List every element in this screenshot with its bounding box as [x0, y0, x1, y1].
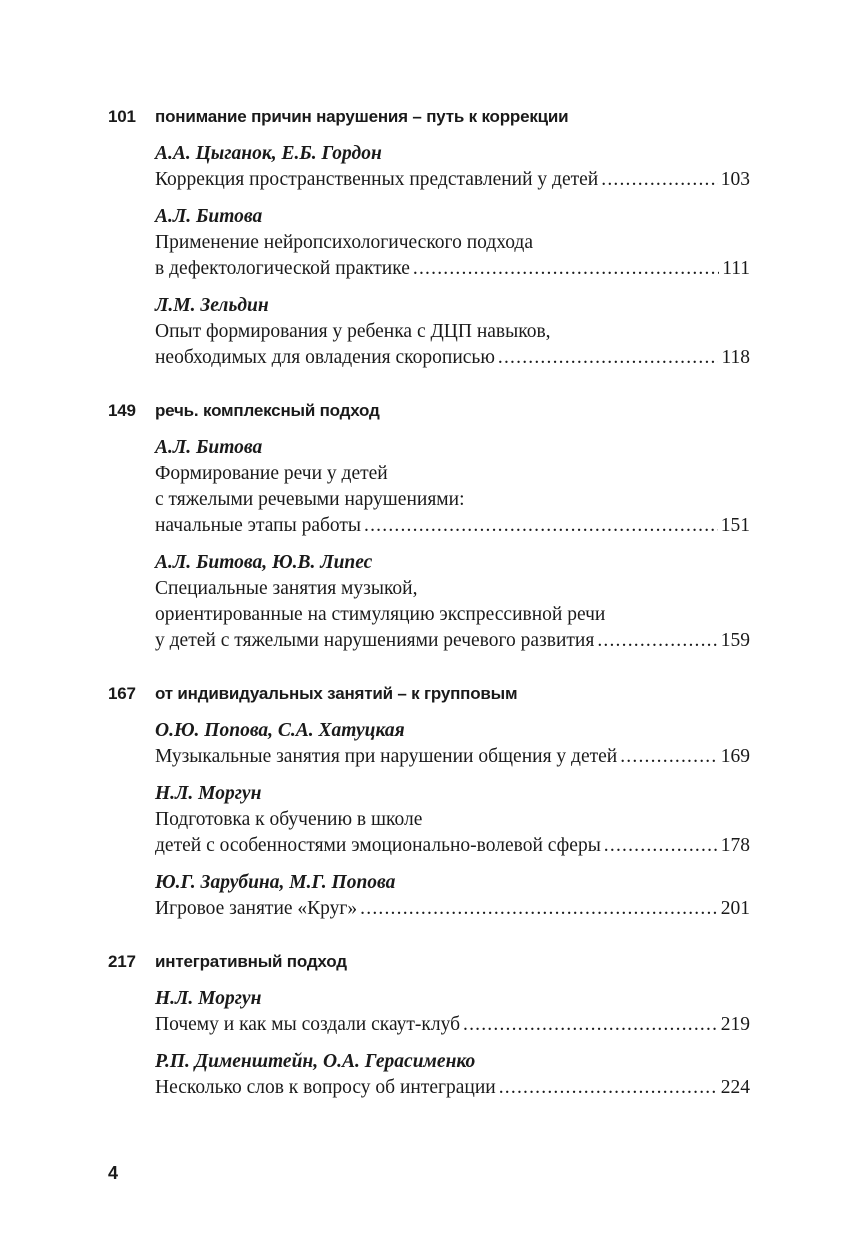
entry-title-text: Несколько слов к вопросу об интеграции [155, 1077, 496, 1098]
entry-authors: Н.Л. Моргун [155, 783, 262, 804]
toc-entry[interactable]: А.Л. Битова, Ю.В. Липес Специальные занят… [155, 550, 750, 654]
entry-title-line: Подготовка к обучению в школе [155, 809, 423, 830]
entry-title-last-line: начальные этапы работы 151 [155, 513, 750, 539]
entry-authors: О.Ю. Попова, С.А. Хатуцкая [155, 720, 405, 741]
entry-page-number: 201 [720, 898, 750, 919]
entry-title-text: Коррекция пространственных представлений… [155, 169, 599, 190]
entry-page-number: 178 [720, 835, 750, 856]
entry-authors: Л.М. Зельдин [155, 295, 269, 316]
entry-title-last-line: Несколько слов к вопросу об интеграции 22… [155, 1075, 750, 1101]
entry-title-line: с тяжелыми речевыми нарушениями: [155, 489, 465, 510]
toc-entry[interactable]: А.Л. Битова Применение нейропсихологическ… [155, 204, 750, 282]
toc-entry[interactable]: А.Л. Битова Формирование речи у детей с тя… [155, 435, 750, 539]
entry-title-line: Формирование речи у детей [155, 463, 388, 484]
section-title: от индивидуальных занятий – к групповым [155, 684, 518, 703]
entry-title-last-line: необходимых для овладения скорописью 118 [155, 345, 750, 371]
dot-leader [364, 513, 718, 539]
section-page-number: 217 [108, 952, 136, 971]
dot-leader [360, 896, 718, 922]
toc-section: 167 от индивидуальных занятий – к группов… [108, 681, 750, 922]
section-title: интегративный подход [155, 952, 347, 971]
entry-page-number: 118 [721, 347, 750, 368]
entry-title-last-line: Музыкальные занятия при нарушении общени… [155, 744, 750, 770]
entry-page-number: 151 [720, 515, 750, 536]
dot-leader [597, 628, 717, 654]
section-page-number: 101 [108, 107, 136, 126]
toc-entry[interactable]: Р.П. Дименштейн, О.А. Герасименко Несколь… [155, 1049, 750, 1101]
entry-authors: А.Л. Битова, Ю.В. Липес [155, 552, 373, 573]
dot-leader [499, 1075, 718, 1101]
entry-title-line: Опыт формирования у ребенка с ДЦП навыко… [155, 321, 551, 342]
toc-entry[interactable]: Н.Л. Моргун Почему и как мы создали скаут… [155, 986, 750, 1038]
section-title: понимание причин нарушения – путь к корр… [155, 107, 569, 126]
dot-leader [620, 744, 718, 770]
toc-section: 101 понимание причин нарушения – путь к к… [108, 104, 750, 371]
entry-page-number: 103 [720, 169, 750, 190]
toc-entry[interactable]: Н.Л. Моргун Подготовка к обучению в школе… [155, 781, 750, 859]
entry-title-last-line: в дефектологической практике 111 [155, 256, 750, 282]
entry-title-text: начальные этапы работы [155, 515, 362, 536]
toc-entry[interactable]: А.А. Цыганок, Е.Б. Гордон Коррекция прост… [155, 141, 750, 193]
section-page-number: 167 [108, 684, 136, 703]
section-page-number: 149 [108, 401, 136, 420]
entry-title-text: детей с особенностями эмоционально-волев… [155, 835, 601, 856]
entry-title-last-line: у детей с тяжелыми нарушениями речевого … [155, 628, 750, 654]
dot-leader [604, 833, 718, 859]
dot-leader [601, 167, 718, 193]
toc-section: 217 интегративный подход Н.Л. Моргун Почему… [108, 949, 750, 1101]
table-of-contents: 101 понимание причин нарушения – путь к к… [108, 104, 750, 1101]
entry-title-last-line: Игровое занятие «Круг» 201 [155, 896, 750, 922]
entry-page-number: 111 [722, 258, 750, 279]
entry-authors: Р.П. Дименштейн, О.А. Герасименко [155, 1051, 476, 1072]
dot-leader [463, 1012, 718, 1038]
dot-leader [498, 345, 719, 371]
entry-authors: А.Л. Битова [155, 437, 263, 458]
entry-page-number: 224 [720, 1077, 750, 1098]
entry-title-line: Применение нейропсихологического подхода [155, 232, 534, 253]
section-heading: 217 интегративный подход [108, 949, 750, 975]
entry-title-last-line: Коррекция пространственных представлений… [155, 167, 750, 193]
page-number: 4 [108, 1163, 119, 1183]
section-heading: 101 понимание причин нарушения – путь к к… [108, 104, 750, 130]
toc-entry[interactable]: Ю.Г. Зарубина, М.Г. Попова Игровое заняти… [155, 870, 750, 922]
toc-entry[interactable]: Л.М. Зельдин Опыт формирования у ребенка … [155, 293, 750, 371]
section-heading: 149 речь. комплексный подход [108, 398, 750, 424]
entry-title-text: у детей с тяжелыми нарушениями речевого … [155, 630, 595, 651]
entry-authors: Н.Л. Моргун [155, 988, 262, 1009]
entry-title-text: Музыкальные занятия при нарушении общени… [155, 746, 618, 767]
toc-section: 149 речь. комплексный подход А.Л. Битова Фо… [108, 398, 750, 654]
entry-page-number: 159 [720, 630, 750, 651]
entry-page-number: 169 [720, 746, 750, 767]
entry-authors: А.Л. Битова [155, 206, 263, 227]
entry-title-text: Игровое занятие «Круг» [155, 898, 358, 919]
entry-title-line: ориентированные на стимуляцию экспрессив… [155, 604, 606, 625]
section-title: речь. комплексный подход [155, 401, 380, 420]
dot-leader [413, 256, 719, 282]
entry-title-text: Почему и как мы создали скаут-клуб [155, 1014, 460, 1035]
section-heading: 167 от индивидуальных занятий – к группов… [108, 681, 750, 707]
toc-entry[interactable]: О.Ю. Попова, С.А. Хатуцкая Музыкальные за… [155, 718, 750, 770]
entry-authors: Ю.Г. Зарубина, М.Г. Попова [155, 872, 396, 893]
entry-title-text: в дефектологической практике [155, 258, 410, 279]
entry-title-line: Специальные занятия музыкой, [155, 578, 418, 599]
entry-title-text: необходимых для овладения скорописью [155, 347, 495, 368]
entry-title-last-line: Почему и как мы создали скаут-клуб 219 [155, 1012, 750, 1038]
entry-title-last-line: детей с особенностями эмоционально-волев… [155, 833, 750, 859]
entry-authors: А.А. Цыганок, Е.Б. Гордон [155, 143, 382, 164]
entry-page-number: 219 [720, 1014, 750, 1035]
